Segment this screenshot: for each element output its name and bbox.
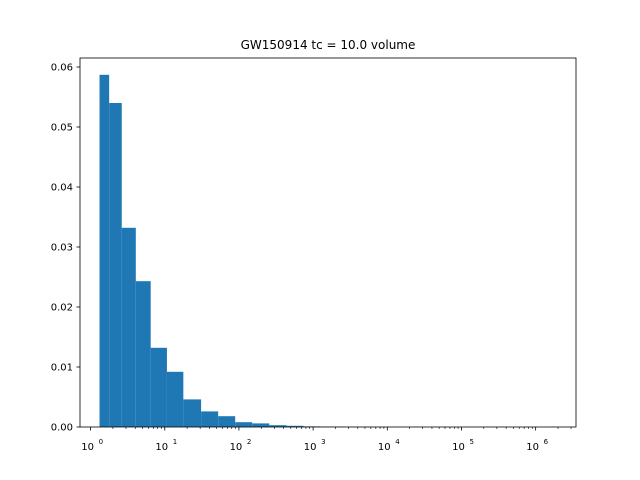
histogram-bar [286, 425, 304, 427]
x-tick-label: 10 [526, 442, 539, 453]
x-tick-exponent: 2 [247, 438, 251, 446]
x-tick-label: 10 [81, 442, 94, 453]
x-tick-exponent: 5 [469, 438, 473, 446]
histogram-bar [252, 423, 270, 427]
histogram-bar [218, 416, 236, 427]
x-tick-exponent: 1 [173, 438, 177, 446]
histogram-bars [99, 74, 560, 428]
x-tick-label: 10 [155, 442, 168, 453]
y-tick-label: 0.02 [51, 303, 73, 314]
y-tick-label: 0.03 [51, 243, 73, 254]
y-axis: 0.00 0.01 0.02 0.03 0.04 0.05 0.06 [51, 63, 80, 434]
y-tick-label: 0.01 [51, 363, 73, 374]
y-tick-label: 0.06 [51, 63, 73, 74]
x-axis: 10 0 10 1 10 2 10 3 10 4 10 5 10 6 [81, 427, 549, 453]
histogram-bar [135, 281, 151, 427]
histogram-bar [201, 411, 219, 427]
x-tick-exponent: 3 [321, 438, 325, 446]
x-tick-label: 10 [452, 442, 465, 453]
histogram-bar [150, 347, 167, 427]
histogram-bar [235, 422, 253, 427]
x-tick-label: 10 [378, 442, 391, 453]
histogram-bar [109, 103, 122, 427]
histogram-bar [121, 227, 136, 427]
histogram-bar [183, 399, 202, 427]
x-tick-label: 10 [230, 442, 243, 453]
x-tick-label: 10 [304, 442, 317, 453]
x-tick-exponent: 6 [544, 438, 549, 446]
histogram-bar [99, 74, 110, 428]
x-tick-exponent: 4 [395, 438, 400, 446]
plot-frame [79, 57, 577, 428]
y-tick-label: 0.00 [51, 423, 73, 434]
x-tick-exponent: 0 [99, 438, 103, 446]
histogram-bar [166, 371, 184, 427]
y-tick-label: 0.05 [51, 123, 73, 134]
chart-title: GW150914 tc = 10.0 volume [241, 38, 416, 52]
histogram-bar [269, 425, 287, 427]
plot-area: 10 0 10 1 10 2 10 3 10 4 10 5 10 6 0.000.010.020.030.… [51, 57, 577, 453]
y-tick-label: 0.04 [51, 183, 73, 194]
